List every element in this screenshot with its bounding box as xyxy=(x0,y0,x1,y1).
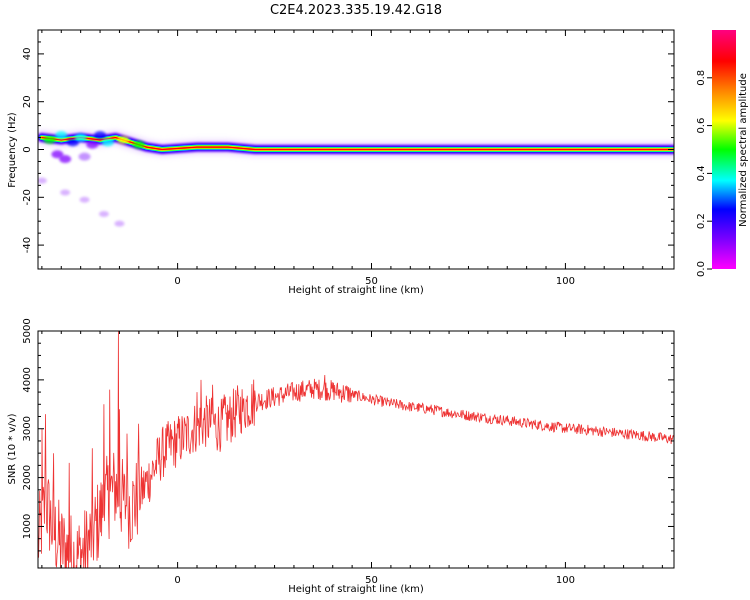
spectrogram-faint-dot xyxy=(38,177,47,184)
snr-ticks: 0 50 100 1000 2000 3000 4000 5000 xyxy=(22,318,674,586)
snr-ytick-label: 1000 xyxy=(22,514,33,539)
colorbar-tick-label: 0.4 xyxy=(696,165,707,181)
spectrogram-blob xyxy=(55,131,68,140)
spectrogram-faint-dot xyxy=(79,196,90,203)
colorbar-ticks: 0.0 0.2 0.4 0.6 0.8 xyxy=(696,70,712,277)
spectrogram-blob xyxy=(94,131,107,140)
colorbar-tick-label: 0.0 xyxy=(696,261,707,277)
spectrogram-ticks: 0 50 100 -40 -20 0 20 40 xyxy=(22,29,674,287)
snr-xtick-label: 0 xyxy=(174,575,180,586)
spectrogram-panel: 0 50 100 -40 -20 0 20 40 Height of straight lin… xyxy=(7,29,675,296)
spectrogram-heatmap xyxy=(38,130,674,227)
spectrogram-blob xyxy=(43,135,56,144)
colorbar-tick-label: 0.8 xyxy=(696,70,707,86)
spectrogram-ylabel: Frequency (Hz) xyxy=(7,112,18,188)
spectrogram-ytick-label: 40 xyxy=(22,48,33,61)
spectrogram-blob xyxy=(74,133,87,142)
spectrogram-faint-dot xyxy=(98,211,109,218)
figure-title: C2E4.2023.335.19.42.G18 xyxy=(270,3,442,18)
spectrogram-blob xyxy=(78,152,91,161)
spectrogram-blob xyxy=(101,138,114,147)
spectrogram-faint-dot xyxy=(60,189,71,196)
spectrogram-blob xyxy=(117,135,130,144)
spectrogram-xtick-label: 100 xyxy=(556,276,575,287)
snr-ytick-label: 4000 xyxy=(22,367,33,392)
spectrogram-blob xyxy=(51,150,64,159)
spectrogram-ytick-label: -40 xyxy=(22,237,33,253)
snr-panel: 0 50 100 1000 2000 3000 4000 5000 Height of str… xyxy=(7,318,675,595)
colorbar: 0.0 0.2 0.4 0.6 0.8 Normalized spectral ampl… xyxy=(696,30,749,277)
spectrogram-faint-dot xyxy=(114,220,125,227)
spectrogram-xtick-label: 0 xyxy=(174,276,180,287)
colorbar-gradient xyxy=(712,30,736,269)
spectrogram-blob xyxy=(66,138,79,147)
spectrogram-blob xyxy=(86,140,99,149)
colorbar-tick-label: 0.6 xyxy=(696,118,707,134)
snr-series-line xyxy=(38,331,674,568)
spectrogram-blob xyxy=(59,155,72,164)
spectrogram-ytick-label: -20 xyxy=(22,189,33,205)
snr-frame xyxy=(37,330,675,569)
snr-ytick-label: 5000 xyxy=(22,318,33,343)
snr-xlabel: Height of straight line (km) xyxy=(288,584,424,595)
snr-ytick-label: 3000 xyxy=(22,416,33,441)
spectrogram-blob xyxy=(132,140,145,149)
spectrogram-xtick-label: 50 xyxy=(365,276,378,287)
snr-ytick-label: 2000 xyxy=(22,465,33,490)
spectrogram-ytick-label: 0 xyxy=(22,146,33,152)
snr-ylabel: SNR (10 * v/v) xyxy=(7,413,18,484)
spectrogram-xlabel: Height of straight line (km) xyxy=(288,285,424,296)
snr-xtick-label: 50 xyxy=(365,575,378,586)
colorbar-tick-label: 0.2 xyxy=(696,213,707,229)
snr-xtick-label: 100 xyxy=(556,575,575,586)
colorbar-label: Normalized spectral amplitude xyxy=(738,73,749,227)
spectrogram-ytick-label: 20 xyxy=(22,95,33,108)
